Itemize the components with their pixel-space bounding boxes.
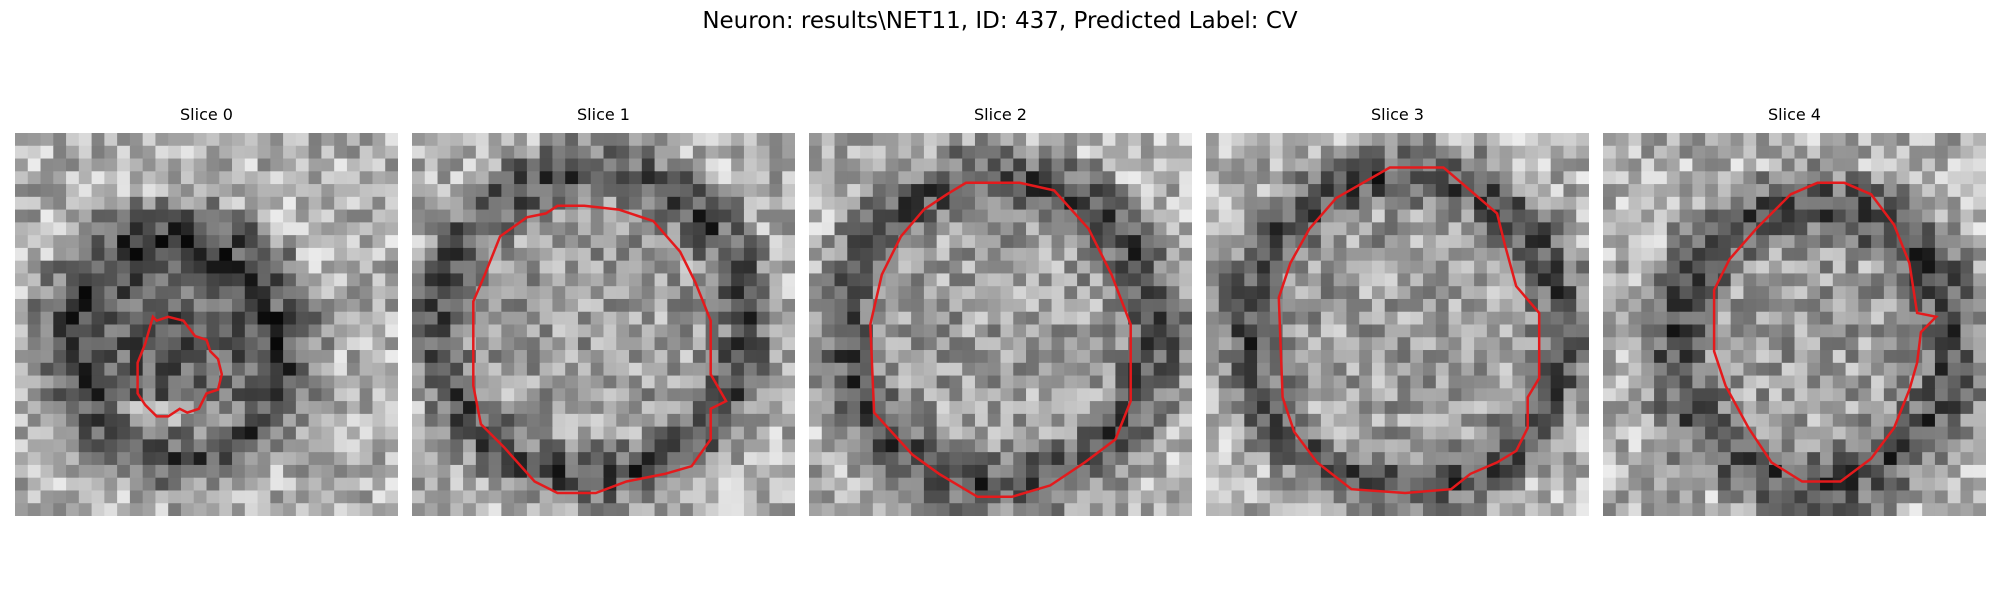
slice-image-1 — [412, 133, 795, 516]
pixel-grid — [15, 133, 398, 516]
segmentation-contour — [869, 181, 1132, 499]
pixel-grid — [1603, 133, 1986, 516]
pixel-grid — [809, 133, 1192, 516]
segmentation-contour — [472, 204, 728, 495]
pixel-grid — [412, 133, 795, 516]
slice-title-2: Slice 2 — [974, 105, 1027, 124]
pixel-grid — [1206, 133, 1589, 516]
slice-title-4: Slice 4 — [1768, 105, 1821, 124]
slice-title-0: Slice 0 — [180, 105, 233, 124]
segmentation-contour — [1277, 166, 1541, 495]
segmentation-contour — [136, 314, 224, 418]
slice-image-2 — [809, 133, 1192, 516]
figure-title: Neuron: results\NET11, ID: 437, Predicte… — [702, 8, 1298, 34]
segmentation-contour — [1712, 181, 1939, 483]
slice-image-4 — [1603, 133, 1986, 516]
slice-image-0 — [15, 133, 398, 516]
slice-image-3 — [1206, 133, 1589, 516]
slice-title-1: Slice 1 — [577, 105, 630, 124]
slice-title-3: Slice 3 — [1371, 105, 1424, 124]
